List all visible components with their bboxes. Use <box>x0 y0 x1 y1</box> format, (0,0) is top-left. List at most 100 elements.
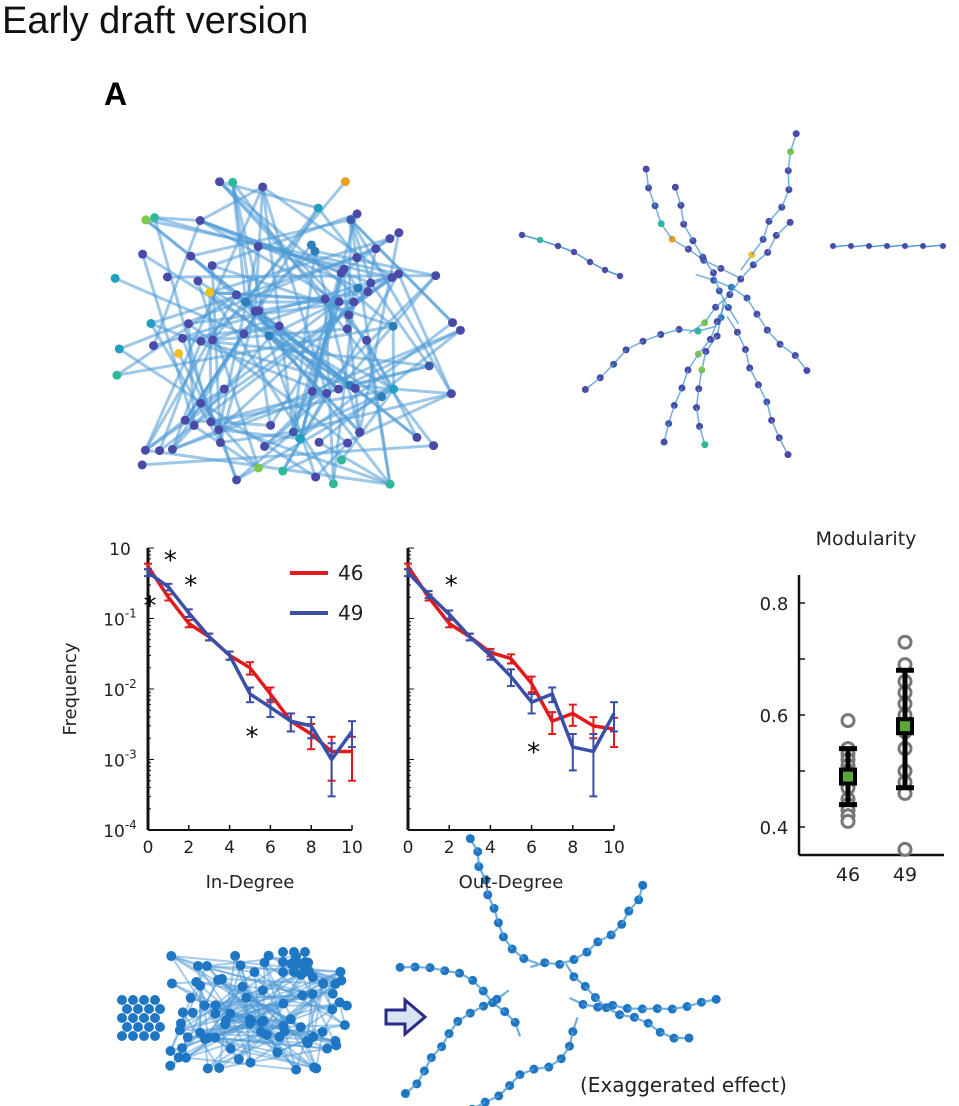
network-node <box>186 251 196 261</box>
network-edge <box>177 352 221 431</box>
network-edge <box>199 219 340 303</box>
network-node <box>638 880 648 890</box>
network-node <box>249 967 260 978</box>
x-tick-label: 8 <box>306 838 317 858</box>
network-node <box>246 1015 257 1026</box>
y-tick-label: 10 <box>109 540 131 560</box>
network-node <box>339 1020 350 1031</box>
network-node <box>184 319 194 329</box>
network-node <box>701 441 709 449</box>
x-tick-label: 4 <box>485 838 496 858</box>
network-edge <box>340 388 395 461</box>
network-node <box>256 1016 267 1027</box>
mean-marker <box>896 717 914 736</box>
network-node <box>288 427 298 437</box>
network-node <box>385 479 395 489</box>
network-edge <box>143 186 265 451</box>
network-node <box>327 988 338 999</box>
network-node <box>330 979 341 990</box>
y-tick-label: 0.8 <box>760 594 789 615</box>
network-edge <box>199 185 264 222</box>
legend-label: 49 <box>338 601 363 625</box>
network-node <box>295 434 305 444</box>
x-tick-label: 10 <box>341 838 363 858</box>
network-node <box>389 384 399 394</box>
network-node <box>353 283 363 293</box>
network-node <box>331 1040 342 1051</box>
x-tick-label: 10 <box>603 838 625 858</box>
network-edge <box>182 336 430 368</box>
network-node <box>412 432 422 442</box>
network-node <box>114 344 124 354</box>
network-node <box>300 957 310 967</box>
network-node <box>387 273 397 283</box>
network-node <box>137 460 147 470</box>
network-edge <box>337 274 437 391</box>
data-point <box>840 813 856 829</box>
network-node <box>133 1004 143 1014</box>
network-node <box>920 243 926 249</box>
network-edge <box>922 244 944 248</box>
network-node <box>175 1018 186 1029</box>
network-node <box>210 1000 221 1011</box>
network-node <box>235 960 246 971</box>
network-node <box>239 329 249 339</box>
network-node <box>285 1014 296 1025</box>
network-node <box>366 278 376 288</box>
network-edge <box>142 444 434 467</box>
network-node <box>884 243 890 249</box>
network-node <box>424 361 434 371</box>
network-node <box>363 287 373 297</box>
network-node <box>155 1004 165 1014</box>
network-edge <box>179 955 297 1032</box>
network-edge <box>199 1002 284 1034</box>
y-tick-label: 10-2 <box>103 677 137 701</box>
x-axis-label: Out-Degree <box>459 872 564 893</box>
significance-marker: * <box>164 546 177 576</box>
network-node <box>300 947 310 957</box>
network-edge <box>211 264 394 328</box>
network-node <box>448 318 458 328</box>
network-edge <box>145 218 399 276</box>
network-node <box>264 331 274 341</box>
network-edge <box>170 1038 206 1052</box>
network-node <box>334 297 344 307</box>
in-degree-chart: 0 2 4 6 8 101010-110-210-310-4In-DegreeFreque… <box>60 540 363 893</box>
network-edge <box>349 219 453 395</box>
network-node <box>187 1007 198 1018</box>
network-edge <box>158 340 203 452</box>
network-node <box>297 990 308 1001</box>
network-node <box>128 1013 138 1023</box>
network-node <box>400 1089 410 1099</box>
network-node <box>117 1031 127 1041</box>
significance-marker: * <box>184 571 197 601</box>
network-node <box>581 386 589 394</box>
network-node <box>289 967 299 977</box>
caption-exaggerated: (Exaggerated effect) <box>580 1073 787 1097</box>
x-tick-label: 6 <box>526 838 537 858</box>
network-node <box>122 1004 132 1014</box>
network-node <box>250 306 260 316</box>
network-node <box>196 336 206 346</box>
x-tick-label: 0 <box>403 838 414 858</box>
network-node <box>149 341 159 351</box>
network-node <box>792 130 800 138</box>
network-edge <box>225 992 313 1022</box>
network-node <box>322 1043 333 1054</box>
network-node <box>199 1000 210 1011</box>
network-edge <box>313 250 362 433</box>
network-edge <box>231 182 273 426</box>
network-bottom-left <box>117 947 352 1075</box>
network-node <box>165 1046 176 1057</box>
data-point <box>897 634 913 650</box>
network-node <box>230 950 241 961</box>
network-node <box>940 243 946 249</box>
network-edge <box>218 428 301 441</box>
network-node <box>274 1031 285 1042</box>
network-node <box>195 1027 206 1038</box>
network-node <box>180 1052 191 1063</box>
network-node <box>117 995 127 1005</box>
network-node <box>266 420 276 430</box>
network-node <box>431 271 441 281</box>
